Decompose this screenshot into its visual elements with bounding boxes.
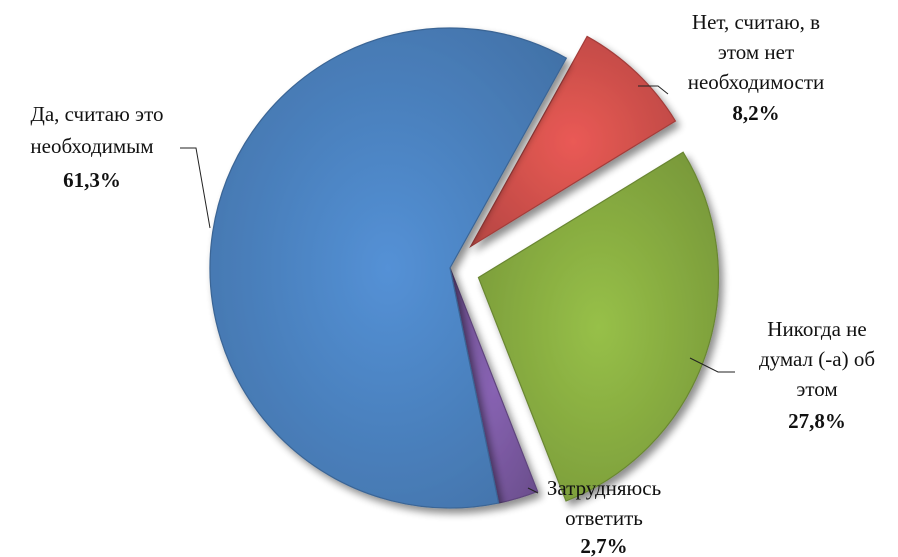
slice-label-da-line1: Да, считаю это (31, 102, 164, 126)
slice-label-difficult-line1: Затрудняюсь (547, 476, 661, 500)
slice-label-no-line2: этом нет (718, 40, 794, 64)
leader-line-never (689, 357, 735, 373)
pie-slices (209, 27, 719, 509)
slice-percent-no: 8,2% (732, 101, 779, 125)
slice-label-never-line3: этом (796, 377, 837, 401)
leader-line-difficult (527, 487, 539, 494)
slice-label-no-line3: необходимости (688, 70, 825, 94)
leader-line-no (638, 85, 669, 95)
slice-percent-da: 61,3% (63, 168, 121, 192)
slice-label-never-line1: Никогда не (767, 317, 866, 341)
slice-label-da-line2: необходимым (30, 134, 153, 158)
slice-percent-difficult: 2,7% (580, 534, 627, 557)
slice-label-never-line2: думал (-а) об (759, 347, 875, 371)
pie-slice-no (469, 35, 677, 249)
slice-label-difficult-line2: ответить (565, 506, 643, 530)
pie-slice-da (209, 27, 568, 509)
slice-percent-never: 27,8% (788, 409, 846, 433)
slice-label-no-line1: Нет, считаю, в (692, 10, 820, 34)
pie-slice-never (477, 151, 719, 502)
leader-line-da (180, 147, 211, 229)
